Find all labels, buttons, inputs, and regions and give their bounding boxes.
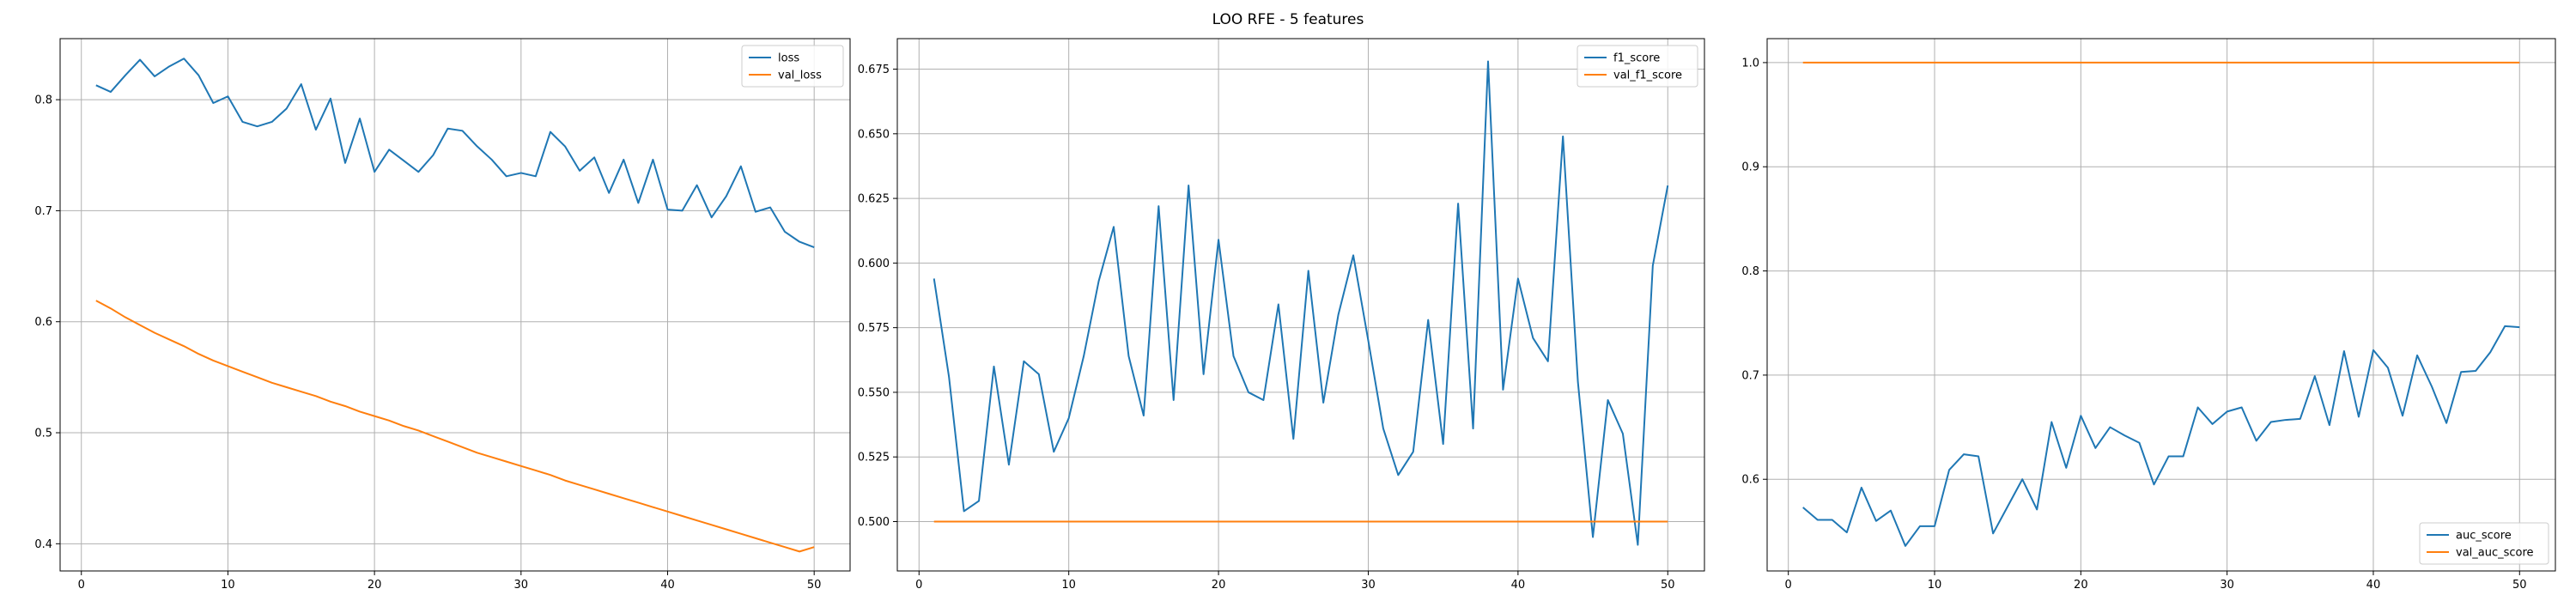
x-tick-label: 10 (1061, 579, 1076, 592)
x-tick-label: 20 (368, 579, 382, 592)
f1-score-panel: 0 10 20 30 40 50 0.500 0.525 0.550 0.575 0.600 0.62… (858, 38, 1705, 592)
x-tick-label: 20 (2074, 579, 2088, 592)
series-line-f1-score (933, 60, 1669, 546)
legend-label: val_loss (778, 70, 822, 82)
series-line-loss (95, 58, 815, 249)
y-tick-label: 1.0 (1741, 57, 1759, 70)
y-tick-label: 0.8 (34, 94, 52, 107)
legend-box (1577, 45, 1698, 88)
x-tick-label: 20 (1212, 579, 1226, 592)
x-tick-label: 40 (2366, 579, 2381, 592)
y-tick-label: 0.5 (34, 428, 52, 440)
axes-frame (1766, 38, 2556, 572)
y-tick-label: 0.8 (1741, 265, 1759, 278)
y-tick-label: 0.550 (858, 386, 890, 399)
loss-panel: 0 10 20 30 40 50 0.4 0.5 0.6 0.7 0.8 loss val_loss (34, 38, 851, 592)
axes-frame (896, 38, 1705, 572)
y-tick-label: 0.6 (34, 316, 52, 329)
y-tick-label: 0.600 (858, 258, 890, 270)
y-tick-label: 0.4 (34, 538, 52, 551)
y-tick-label: 0.500 (858, 516, 890, 529)
y-tick-label: 0.675 (858, 64, 890, 76)
legend: auc_score val_auc_score (2419, 522, 2549, 565)
y-tick-label: 0.6 (1741, 474, 1759, 487)
y-tick-label: 0.9 (1741, 161, 1759, 174)
legend-label: loss (778, 52, 799, 65)
series-line-auc-score (1802, 325, 2520, 547)
y-tick-label: 0.625 (858, 193, 890, 206)
y-tick-label: 0.7 (1741, 369, 1759, 382)
x-tick-label: 0 (78, 579, 85, 592)
axes-frame (59, 38, 851, 572)
x-tick-label: 40 (1511, 579, 1526, 592)
y-tick-label: 0.525 (858, 452, 890, 464)
x-tick-label: 30 (514, 579, 529, 592)
y-tick-label: 0.7 (34, 205, 52, 218)
x-tick-label: 50 (1661, 579, 1675, 592)
legend: loss val_loss (741, 45, 844, 88)
series-line-val-loss (95, 300, 815, 553)
auc-score-panel: 0 10 20 30 40 50 0.6 0.7 0.8 0.9 1.0 auc_score val_a… (1741, 38, 2556, 592)
x-tick-label: 40 (660, 579, 675, 592)
x-tick-label: 30 (1361, 579, 1376, 592)
legend-label: f1_score (1613, 52, 1660, 65)
x-tick-label: 50 (807, 579, 822, 592)
y-tick-label: 0.650 (858, 128, 890, 141)
y-tick-label: 0.575 (858, 322, 890, 335)
legend: f1_score val_f1_score (1577, 45, 1698, 88)
x-tick-label: 0 (1785, 579, 1792, 592)
x-tick-label: 0 (915, 579, 922, 592)
x-tick-label: 10 (1928, 579, 1942, 592)
legend-label: val_auc_score (2456, 547, 2534, 560)
figure-suptitle: LOO RFE - 5 features (1212, 11, 1364, 28)
x-tick-label: 50 (2512, 579, 2527, 592)
x-tick-label: 30 (2220, 579, 2234, 592)
legend-box (741, 45, 844, 88)
legend-label: val_f1_score (1613, 70, 1682, 82)
legend-box (2419, 522, 2549, 565)
legend-label: auc_score (2456, 530, 2512, 543)
x-tick-label: 10 (221, 579, 235, 592)
